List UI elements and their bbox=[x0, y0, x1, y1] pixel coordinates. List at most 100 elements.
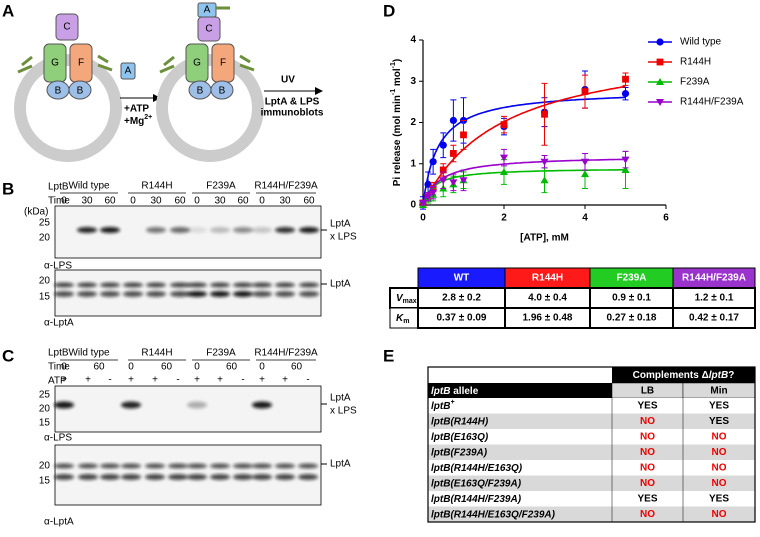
complements-value: NO bbox=[640, 478, 655, 489]
value: 0.9 ± 0.1 bbox=[612, 293, 651, 304]
legend-marker bbox=[656, 99, 664, 106]
data-point bbox=[581, 158, 589, 166]
table-row bbox=[428, 506, 755, 522]
band bbox=[78, 474, 98, 480]
text-part: + bbox=[450, 399, 454, 406]
membrane-ring bbox=[14, 54, 122, 162]
band bbox=[54, 291, 74, 297]
band bbox=[187, 227, 207, 233]
data-point bbox=[622, 75, 629, 83]
value-cell bbox=[672, 307, 756, 329]
band bbox=[54, 282, 74, 288]
complements-value: NO bbox=[640, 432, 655, 443]
time-label: 60 bbox=[93, 362, 105, 373]
legend-label: R144H/F239A bbox=[680, 97, 744, 108]
band bbox=[210, 474, 230, 480]
protein-c bbox=[197, 16, 221, 42]
header-cell bbox=[428, 383, 612, 398]
text-part: K bbox=[396, 313, 404, 324]
time-label: 30 bbox=[150, 196, 162, 207]
atp-label: - bbox=[176, 375, 179, 386]
membrane-ring bbox=[156, 54, 264, 162]
x-tick-label: 6 bbox=[663, 213, 669, 224]
text-part: lptB(R144H/E163Q) bbox=[431, 463, 523, 474]
table-row bbox=[428, 444, 755, 460]
y-tick-label: 4 bbox=[410, 35, 416, 46]
text-part: lptB(E163Q) bbox=[431, 432, 489, 443]
table-row bbox=[428, 460, 755, 476]
time-label: 30 bbox=[279, 196, 291, 207]
band bbox=[233, 463, 253, 469]
time-label: 60 bbox=[226, 362, 238, 373]
band bbox=[275, 282, 295, 288]
group-label: F239A bbox=[206, 181, 236, 192]
complements-value: NO bbox=[640, 509, 655, 520]
band-label: LptA bbox=[330, 393, 351, 404]
text-part: mol bbox=[392, 68, 403, 89]
antibody-label: α-LptA bbox=[44, 517, 74, 528]
fit-curve bbox=[422, 96, 626, 206]
data-point bbox=[449, 116, 457, 125]
band bbox=[170, 282, 190, 288]
band bbox=[168, 463, 188, 469]
text-part: max bbox=[403, 298, 417, 305]
panel-letter: A bbox=[2, 1, 14, 20]
blot bbox=[54, 205, 322, 259]
protein-b bbox=[68, 80, 92, 100]
protein-label: C bbox=[205, 24, 212, 35]
protein-label: G bbox=[193, 58, 201, 69]
fit-curve bbox=[422, 169, 626, 206]
value: 1.96 ± 0.48 bbox=[523, 313, 573, 324]
band-label: x LPS bbox=[330, 232, 357, 243]
legend-marker bbox=[656, 58, 664, 66]
schematic bbox=[14, 2, 323, 162]
table-border bbox=[427, 366, 756, 523]
data-point bbox=[540, 158, 549, 166]
atp-label: + bbox=[282, 375, 288, 386]
complements-value: NO bbox=[712, 447, 727, 458]
time-label: 0 bbox=[259, 196, 265, 207]
lps bbox=[17, 54, 113, 74]
readout: immunoblots bbox=[261, 108, 324, 119]
allele: lptB(E163Q/F239A) bbox=[431, 478, 522, 489]
protein-label: A bbox=[204, 5, 211, 16]
y-tick-label: 1 bbox=[410, 158, 416, 169]
value: 1.2 ± 0.1 bbox=[695, 293, 734, 304]
column-header: Min bbox=[710, 386, 727, 397]
data-point bbox=[439, 141, 447, 149]
time-label: 30 bbox=[214, 196, 226, 207]
band bbox=[146, 282, 166, 288]
complements-value: NO bbox=[712, 478, 727, 489]
antibody-label: α-LptA bbox=[44, 318, 74, 329]
y-tick-label: 2 bbox=[410, 117, 416, 128]
band bbox=[78, 463, 98, 469]
text-part: lptB bbox=[709, 370, 728, 381]
band bbox=[299, 291, 319, 297]
marker-label: 15 bbox=[39, 476, 51, 487]
panel-letter: D bbox=[383, 1, 395, 20]
x-tick-label: 2 bbox=[501, 213, 507, 224]
readout: LptA & LPS bbox=[265, 97, 320, 108]
band bbox=[100, 227, 120, 233]
marker-label: 20 bbox=[39, 461, 51, 472]
band bbox=[100, 291, 120, 297]
band-label: x LPS bbox=[330, 406, 357, 417]
band bbox=[170, 227, 190, 233]
protein-a-box bbox=[120, 62, 136, 80]
group-label: R144H bbox=[141, 181, 172, 192]
marker-label: 20 bbox=[39, 233, 51, 244]
band bbox=[123, 282, 143, 288]
band bbox=[299, 227, 319, 233]
data-point bbox=[459, 177, 468, 185]
band bbox=[146, 291, 166, 297]
atp-label: + bbox=[128, 375, 134, 386]
band bbox=[170, 291, 190, 297]
band bbox=[121, 474, 141, 480]
band bbox=[187, 463, 207, 469]
atp-label: + bbox=[194, 375, 200, 386]
band bbox=[233, 474, 253, 480]
band-label: LptA bbox=[330, 219, 351, 230]
band bbox=[123, 291, 143, 297]
group-label: R144H/F239A bbox=[254, 181, 318, 192]
